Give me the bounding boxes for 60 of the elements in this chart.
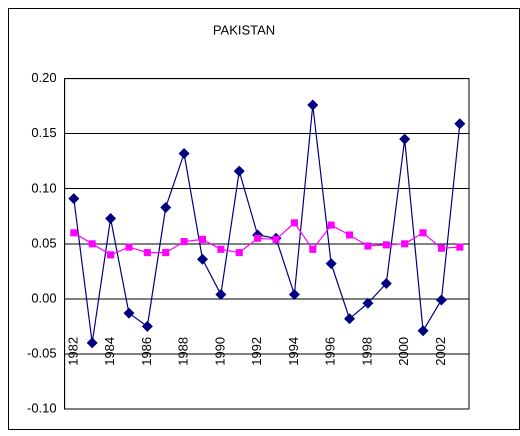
point (162, 249, 170, 256)
x-tick-label: 1984 (102, 336, 118, 366)
point (123, 308, 134, 319)
y-tick-label: 0.20 (31, 70, 57, 86)
point (346, 231, 354, 239)
y-tick-label: -0.05 (26, 346, 57, 361)
x-tick-label: 1996 (322, 336, 338, 366)
point (418, 325, 429, 336)
x-tick-label: 1992 (249, 336, 264, 366)
point (160, 202, 172, 213)
point (142, 320, 153, 332)
y-tick-label: 0.10 (31, 180, 57, 196)
point (328, 222, 335, 229)
x-tick-label: 1986 (138, 336, 154, 366)
point (196, 254, 208, 265)
y-tick-label: 0.05 (31, 235, 57, 250)
x-tick-label: 1990 (212, 336, 228, 366)
point (180, 238, 188, 246)
point (198, 236, 206, 243)
point (254, 234, 262, 242)
point (401, 240, 408, 248)
point (399, 134, 410, 145)
point (438, 244, 445, 252)
x-tick-label: 1994 (286, 336, 301, 366)
y-tick-label: 0.00 (31, 290, 57, 306)
point (380, 278, 392, 289)
chart-title: PAKISTAN (212, 22, 276, 38)
point (454, 118, 466, 130)
point (456, 244, 464, 251)
point (344, 313, 356, 324)
point (125, 244, 132, 251)
point (215, 288, 226, 300)
point (364, 242, 372, 250)
point (234, 166, 245, 177)
x-tick-label: 2000 (396, 336, 412, 366)
y-tick-label: -0.10 (26, 400, 57, 416)
point (105, 212, 116, 224)
x-tick-label: 1988 (176, 336, 191, 366)
point (382, 241, 390, 248)
point (70, 229, 78, 236)
point (217, 246, 224, 253)
point (107, 251, 114, 258)
point (86, 337, 98, 348)
point (144, 249, 151, 256)
point (436, 294, 447, 306)
point (326, 258, 337, 270)
point (88, 240, 96, 248)
point (178, 148, 190, 159)
point (309, 246, 316, 253)
point (362, 298, 374, 309)
point (288, 288, 300, 300)
point (68, 193, 80, 204)
point (236, 249, 243, 256)
point (420, 229, 427, 236)
x-tick-label: 1998 (359, 336, 374, 366)
y-tick-label: 0.15 (31, 125, 57, 140)
point (290, 219, 298, 226)
x-tick-label: 1982 (65, 336, 80, 366)
point (307, 100, 318, 111)
x-tick-label: 2002 (433, 336, 448, 366)
